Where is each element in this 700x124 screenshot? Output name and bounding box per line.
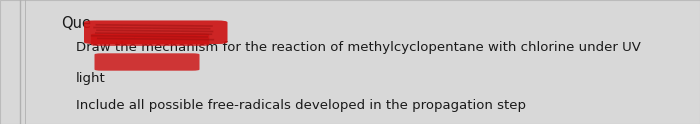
Text: light: light [76,72,105,85]
FancyBboxPatch shape [84,20,228,44]
Text: Draw the mechanism for the reaction of methylcyclopentane with chlorine under UV: Draw the mechanism for the reaction of m… [76,41,641,54]
Text: Que: Que [62,16,92,31]
FancyBboxPatch shape [91,33,209,46]
Text: Include all possible free-radicals developed in the propagation step: Include all possible free-radicals devel… [76,99,526,112]
FancyBboxPatch shape [94,53,199,71]
